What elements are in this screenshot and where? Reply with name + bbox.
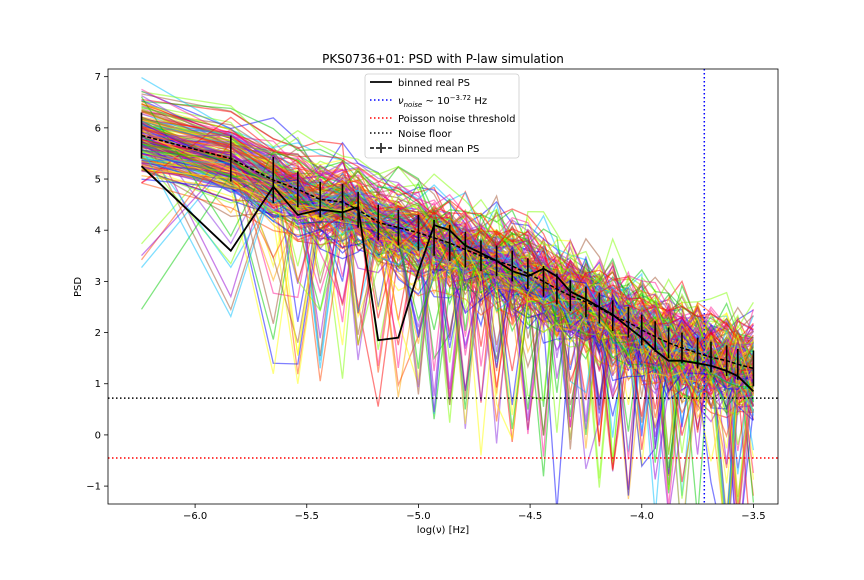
y-tick-label: 4 — [95, 226, 101, 237]
binned-mean-ps-line — [141, 134, 754, 370]
legend-label-mean-ps: binned mean PS — [398, 144, 479, 155]
y-tick-label: 0 — [95, 430, 101, 441]
simulation-line — [141, 150, 754, 454]
legend-label-real-ps: binned real PS — [398, 78, 470, 89]
x-tick-label: −5.5 — [295, 511, 319, 522]
simulation-line — [141, 116, 754, 410]
x-axis-label: log(ν) [Hz] — [417, 525, 469, 536]
y-tick-label: 5 — [95, 175, 101, 186]
y-tick-label: 7 — [95, 72, 101, 83]
legend-nu-superscript: −3.72 — [450, 94, 471, 102]
legend: binned real PS νnoise ~ 10−3.72 Hz Poiss… — [364, 73, 520, 159]
simulation-line — [141, 133, 755, 442]
y-axis: −1 0 1 2 3 4 5 6 7 — [86, 72, 108, 493]
simulation-line — [141, 103, 754, 387]
chart-title: PKS0736+01: PSD with P-law simulation — [322, 52, 564, 66]
y-tick-label: 6 — [95, 123, 101, 134]
simulation-line — [141, 152, 754, 394]
simulation-line — [141, 124, 755, 460]
legend-nu-subscript: noise — [404, 101, 423, 109]
reference-lines — [108, 69, 778, 504]
x-axis: −6.0 −5.5 −5.0 −4.5 −4.0 −3.5 — [183, 504, 766, 522]
x-tick-label: −4.5 — [518, 511, 542, 522]
simulation-line — [141, 103, 754, 360]
y-tick-label: 1 — [95, 379, 101, 390]
legend-nu-symbol: ν — [398, 96, 404, 107]
x-tick-label: −6.0 — [183, 511, 207, 522]
y-tick-label: 3 — [95, 277, 101, 288]
y-axis-label: PSD — [73, 277, 84, 297]
simulation-line — [141, 134, 754, 422]
legend-nu-middle: ~ 10 — [422, 96, 449, 107]
x-tick-label: −4.0 — [630, 511, 654, 522]
simulation-line — [141, 91, 754, 330]
plot-frame — [107, 68, 779, 505]
y-tick-label: 2 — [95, 328, 101, 339]
series-layer — [140, 112, 755, 393]
legend-label-poisson: Poisson noise threshold — [398, 114, 516, 125]
y-tick-label: −1 — [86, 482, 101, 493]
simulation-line — [141, 158, 754, 430]
x-tick-label: −3.5 — [741, 511, 765, 522]
simulation-line — [141, 116, 754, 341]
simulation-line — [141, 149, 754, 477]
legend-box — [364, 73, 520, 159]
x-tick-label: −5.0 — [406, 511, 430, 522]
legend-label-nu-noise: νnoise ~ 10−3.72 Hz — [398, 94, 487, 109]
legend-nu-unit: Hz — [471, 96, 487, 107]
legend-label-noise-floor: Noise floor — [398, 129, 452, 140]
